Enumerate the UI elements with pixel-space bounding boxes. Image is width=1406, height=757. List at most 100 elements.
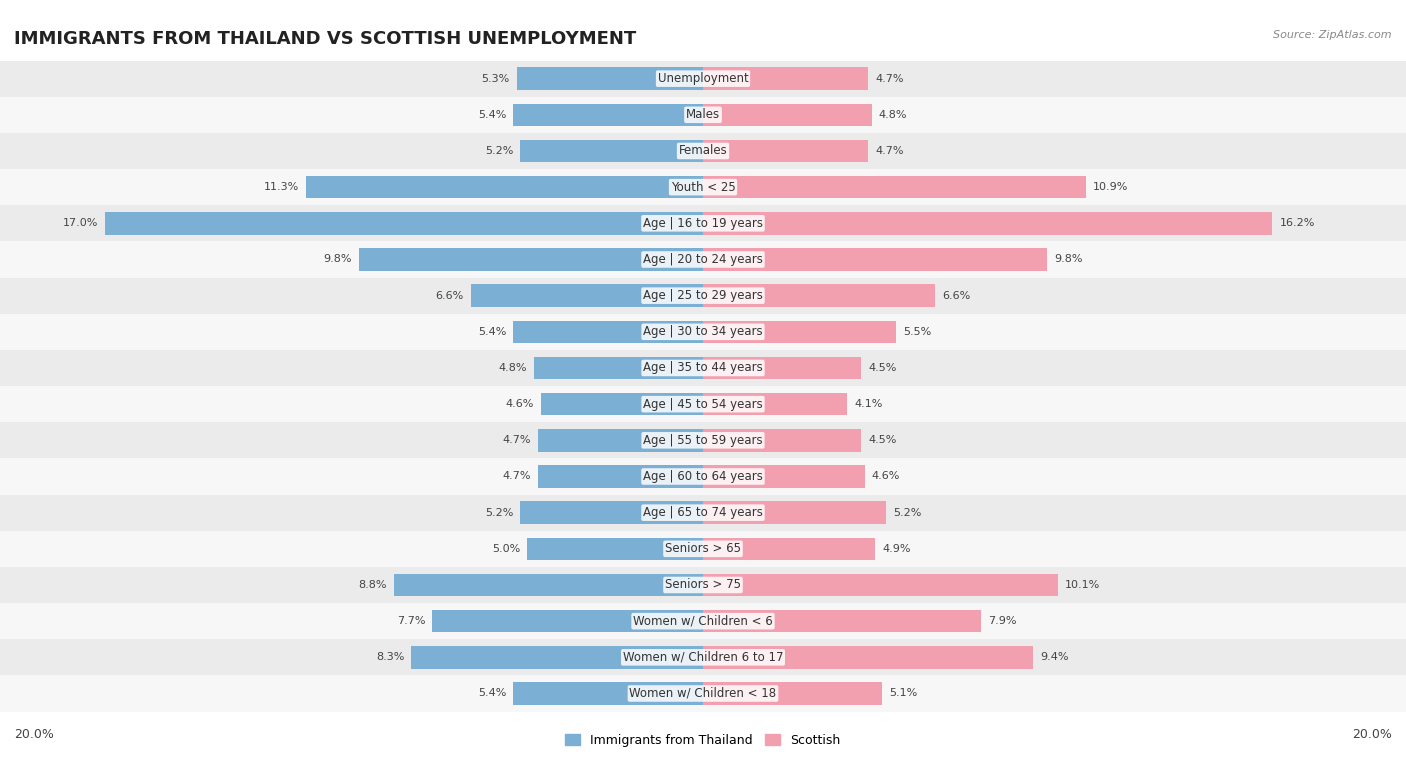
Text: 4.1%: 4.1% [855,399,883,409]
Bar [0,241,1406,278]
Bar [394,574,703,597]
Bar [703,393,846,416]
Text: Age | 20 to 24 years: Age | 20 to 24 years [643,253,763,266]
Text: 9.4%: 9.4% [1040,653,1069,662]
Bar [703,501,886,524]
Text: Women w/ Children < 6: Women w/ Children < 6 [633,615,773,628]
Bar [703,104,872,126]
Bar [520,140,703,162]
Bar [0,133,1406,169]
Text: 4.7%: 4.7% [502,472,531,481]
Text: Males: Males [686,108,720,121]
Text: Females: Females [679,145,727,157]
Text: 5.1%: 5.1% [889,689,918,699]
Legend: Immigrants from Thailand, Scottish: Immigrants from Thailand, Scottish [565,734,841,747]
Bar [534,357,703,379]
Bar [527,537,703,560]
Text: Age | 45 to 54 years: Age | 45 to 54 years [643,397,763,410]
Bar [0,61,1406,97]
Bar [307,176,703,198]
Bar [537,466,703,488]
Text: 16.2%: 16.2% [1279,218,1315,229]
Bar [703,466,865,488]
Bar [703,537,875,560]
Text: 5.4%: 5.4% [478,689,506,699]
Text: 4.5%: 4.5% [869,363,897,373]
Bar [0,639,1406,675]
Text: Age | 16 to 19 years: Age | 16 to 19 years [643,217,763,230]
Text: 4.6%: 4.6% [872,472,900,481]
Text: Age | 25 to 29 years: Age | 25 to 29 years [643,289,763,302]
Text: 4.6%: 4.6% [506,399,534,409]
Text: 20.0%: 20.0% [14,727,53,741]
Bar [0,531,1406,567]
Bar [105,212,703,235]
Bar [412,646,703,668]
Text: 4.8%: 4.8% [499,363,527,373]
Bar [520,501,703,524]
Text: 6.6%: 6.6% [942,291,970,301]
Text: Seniors > 75: Seniors > 75 [665,578,741,591]
Text: 4.8%: 4.8% [879,110,907,120]
Text: 5.4%: 5.4% [478,327,506,337]
Text: Source: ZipAtlas.com: Source: ZipAtlas.com [1274,30,1392,40]
Bar [703,357,860,379]
Text: 4.9%: 4.9% [883,544,911,554]
Bar [703,429,860,451]
Bar [0,97,1406,133]
Bar [359,248,703,271]
Bar [703,574,1057,597]
Bar [0,603,1406,639]
Text: Age | 30 to 34 years: Age | 30 to 34 years [643,326,763,338]
Text: 5.3%: 5.3% [481,73,510,83]
Text: 9.8%: 9.8% [323,254,352,264]
Text: 20.0%: 20.0% [1353,727,1392,741]
Bar [0,205,1406,241]
Bar [537,429,703,451]
Bar [703,682,883,705]
Text: 4.5%: 4.5% [869,435,897,445]
Text: 5.2%: 5.2% [485,508,513,518]
Bar [0,278,1406,313]
Text: 5.2%: 5.2% [485,146,513,156]
Text: 4.7%: 4.7% [875,146,904,156]
Bar [433,610,703,632]
Text: 8.8%: 8.8% [359,580,387,590]
Bar [0,350,1406,386]
Text: 10.1%: 10.1% [1066,580,1101,590]
Bar [0,422,1406,459]
Bar [513,321,703,343]
Text: 7.7%: 7.7% [396,616,425,626]
Bar [703,321,897,343]
Text: Women w/ Children < 18: Women w/ Children < 18 [630,687,776,700]
Bar [703,285,935,307]
Bar [0,567,1406,603]
Text: Age | 55 to 59 years: Age | 55 to 59 years [643,434,763,447]
Bar [703,176,1087,198]
Bar [0,169,1406,205]
Bar [541,393,703,416]
Text: 6.6%: 6.6% [436,291,464,301]
Text: 5.2%: 5.2% [893,508,921,518]
Text: 4.7%: 4.7% [875,73,904,83]
Bar [0,313,1406,350]
Text: IMMIGRANTS FROM THAILAND VS SCOTTISH UNEMPLOYMENT: IMMIGRANTS FROM THAILAND VS SCOTTISH UNE… [14,30,637,48]
Bar [471,285,703,307]
Bar [703,67,869,90]
Text: 5.0%: 5.0% [492,544,520,554]
Text: Unemployment: Unemployment [658,72,748,85]
Text: 7.9%: 7.9% [987,616,1017,626]
Text: 8.3%: 8.3% [375,653,405,662]
Bar [0,459,1406,494]
Text: 17.0%: 17.0% [63,218,98,229]
Bar [703,140,869,162]
Text: 11.3%: 11.3% [263,182,299,192]
Text: 4.7%: 4.7% [502,435,531,445]
Bar [703,248,1047,271]
Text: Women w/ Children 6 to 17: Women w/ Children 6 to 17 [623,651,783,664]
Text: Youth < 25: Youth < 25 [671,181,735,194]
Text: 5.4%: 5.4% [478,110,506,120]
Text: 9.8%: 9.8% [1054,254,1083,264]
Bar [703,610,981,632]
Text: Age | 35 to 44 years: Age | 35 to 44 years [643,362,763,375]
